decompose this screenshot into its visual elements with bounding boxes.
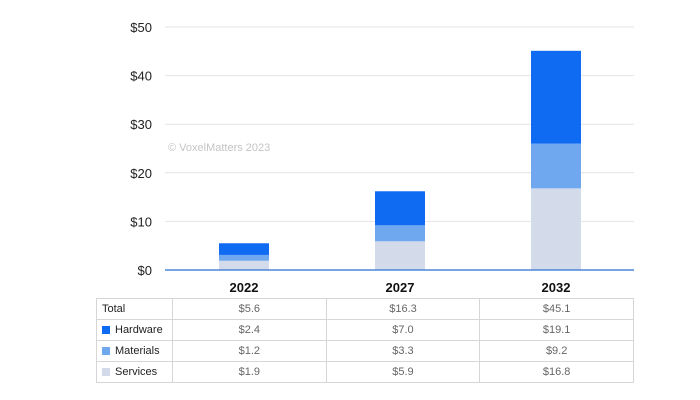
legend-label: Total [102,303,126,315]
table-row: Services $1.9 $5.9 $16.8 [96,361,634,383]
bar-segment-materials-2032 [531,143,581,189]
table-cell: $9.2 [479,340,634,362]
table-cell: $1.2 [172,340,327,362]
table-cell: $5.9 [325,361,481,383]
legend-label: Hardware [115,324,163,336]
bar-segment-materials-2027 [375,225,425,242]
table-row: Materials $1.2 $3.3 $9.2 [96,340,634,362]
bar-segment-services-2022 [219,260,269,270]
table-cell: $16.8 [479,361,634,383]
bar-segment-services-2027 [375,241,425,270]
y-tick-label: $0 [138,263,152,278]
table-cell: $45.1 [479,298,634,320]
watermark: © VoxelMatters 2023 [168,142,270,154]
table-row-label: Services [96,361,173,383]
y-tick-label: $20 [130,166,152,181]
table-cell: $5.6 [172,298,327,320]
bar-segment-services-2032 [531,188,581,270]
table-row: Total $5.6 $16.3 $45.1 [96,298,634,320]
table-row-label: Total [96,298,173,320]
y-axis-ticks: $0 $10 $20 $30 $40 $50 [130,20,152,278]
bars [219,50,581,270]
legend-swatch [102,347,110,355]
data-table: Total $5.6 $16.3 $45.1 Hardware $2.4 $7.0 $19.1… [96,298,634,383]
table-row-label: Materials [96,340,173,362]
table-row-label: Hardware [96,319,173,341]
y-tick-label: $40 [130,69,152,84]
x-category-label: 2027 [386,280,415,295]
bar-segment-hardware-2022 [219,243,269,255]
table-cell: $16.3 [325,298,481,320]
table-cell: $3.3 [325,340,481,362]
table-cell: $7.0 [325,319,481,341]
y-tick-label: $30 [130,117,152,132]
legend-swatch [102,368,110,376]
x-category-label: 2032 [542,280,571,295]
table-cell: $1.9 [172,361,327,383]
legend-swatch [102,326,110,334]
bar-segment-materials-2022 [219,254,269,261]
x-category-label: 2022 [230,280,259,295]
bar-segment-hardware-2027 [375,191,425,226]
table-cell: $2.4 [172,319,327,341]
table-row: Hardware $2.4 $7.0 $19.1 [96,319,634,341]
x-axis-categories: 2022 2027 2032 [230,280,571,295]
legend-label: Materials [115,345,160,357]
y-tick-label: $10 [130,214,152,229]
legend-label: Services [115,366,158,378]
table-cell: $19.1 [479,319,634,341]
y-tick-label: $50 [130,20,152,35]
bar-segment-hardware-2032 [531,50,581,144]
